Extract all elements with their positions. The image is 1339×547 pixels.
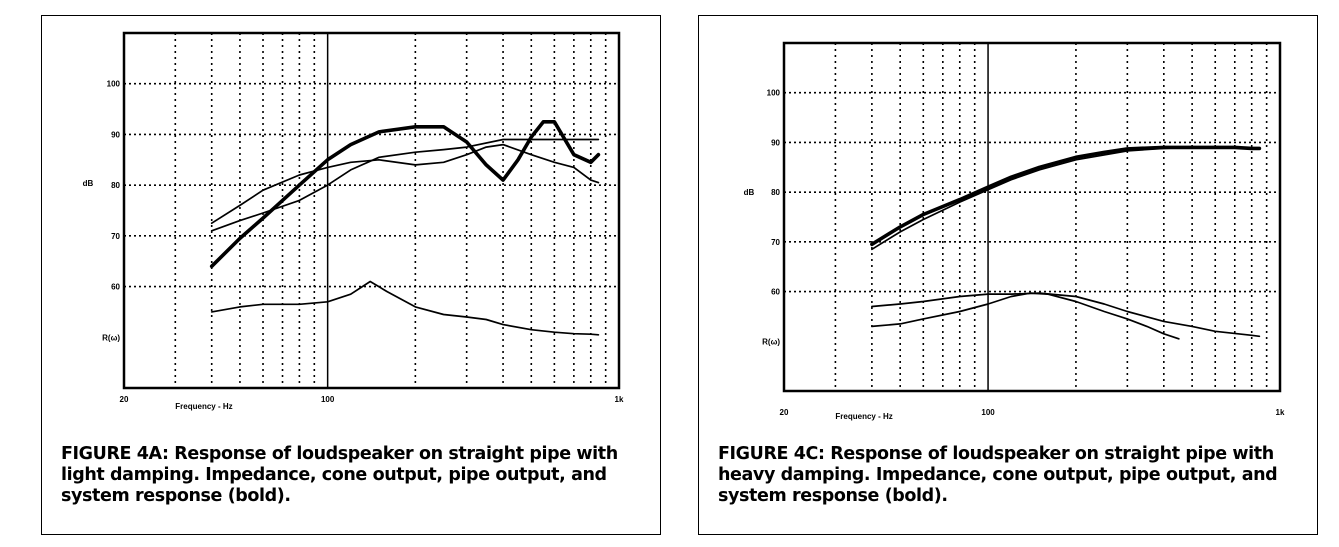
- figure-4a-caption: FIGURE 4A: Response of loudspeaker on st…: [61, 444, 618, 506]
- x-axis-label: Frequency - Hz: [835, 412, 892, 421]
- y-tick-label: 60: [111, 283, 120, 292]
- x-axis-label: Frequency - Hz: [175, 402, 232, 411]
- y-tick-label: 90: [111, 130, 120, 139]
- response-line-1: [871, 146, 1261, 251]
- y-tick-label: 70: [771, 238, 780, 247]
- x-tick-label: 1k: [1276, 408, 1285, 417]
- y-tick-label: 90: [771, 138, 780, 147]
- response-line-3: [210, 280, 600, 336]
- response-line-1: [210, 138, 600, 232]
- x-tick-label: 100: [321, 395, 335, 404]
- plot-frame: [782, 41, 1282, 393]
- response-line-2: [210, 143, 600, 225]
- x-tick-label: 1k: [615, 395, 624, 404]
- y-axis-label: dB: [83, 179, 94, 188]
- plot-frame: [122, 31, 621, 390]
- figure-4a-chart: 100 90 80 70 60 R(ω) 20 100 1k dB Frequency - Hz: [83, 31, 624, 411]
- grid-lines: [124, 33, 619, 388]
- figure-4c-panel: 100 90 80 70 60 R(ω) 20 100 1k dB Frequency - Hz F…: [698, 15, 1318, 535]
- figure-4a-panel: 100 90 80 70 60 R(ω) 20 100 1k dB Frequency - Hz F…: [41, 15, 661, 535]
- y-tick-label: 100: [107, 80, 121, 89]
- x-tick-label: 100: [981, 408, 995, 417]
- y-tick-label: R(ω): [762, 337, 780, 346]
- y-tick-label: 60: [771, 288, 780, 297]
- system-response-line-0: [209, 120, 601, 269]
- response-line-3: [871, 292, 1180, 340]
- response-line-2: [871, 292, 1261, 338]
- x-tick-label: 20: [780, 408, 789, 417]
- y-tick-label: 80: [111, 181, 120, 190]
- x-tick-label: 20: [120, 395, 129, 404]
- y-tick-label: R(ω): [102, 333, 120, 342]
- y-axis-label: dB: [744, 188, 755, 197]
- figure-4c-caption: FIGURE 4C: Response of loudspeaker on st…: [718, 444, 1278, 506]
- y-tick-label: 100: [767, 89, 781, 98]
- y-tick-label: 70: [111, 232, 120, 241]
- y-tick-label: 80: [771, 188, 780, 197]
- grid-lines: [784, 43, 1280, 391]
- figure-4c-chart: 100 90 80 70 60 R(ω) 20 100 1k dB Frequency - Hz: [744, 41, 1285, 421]
